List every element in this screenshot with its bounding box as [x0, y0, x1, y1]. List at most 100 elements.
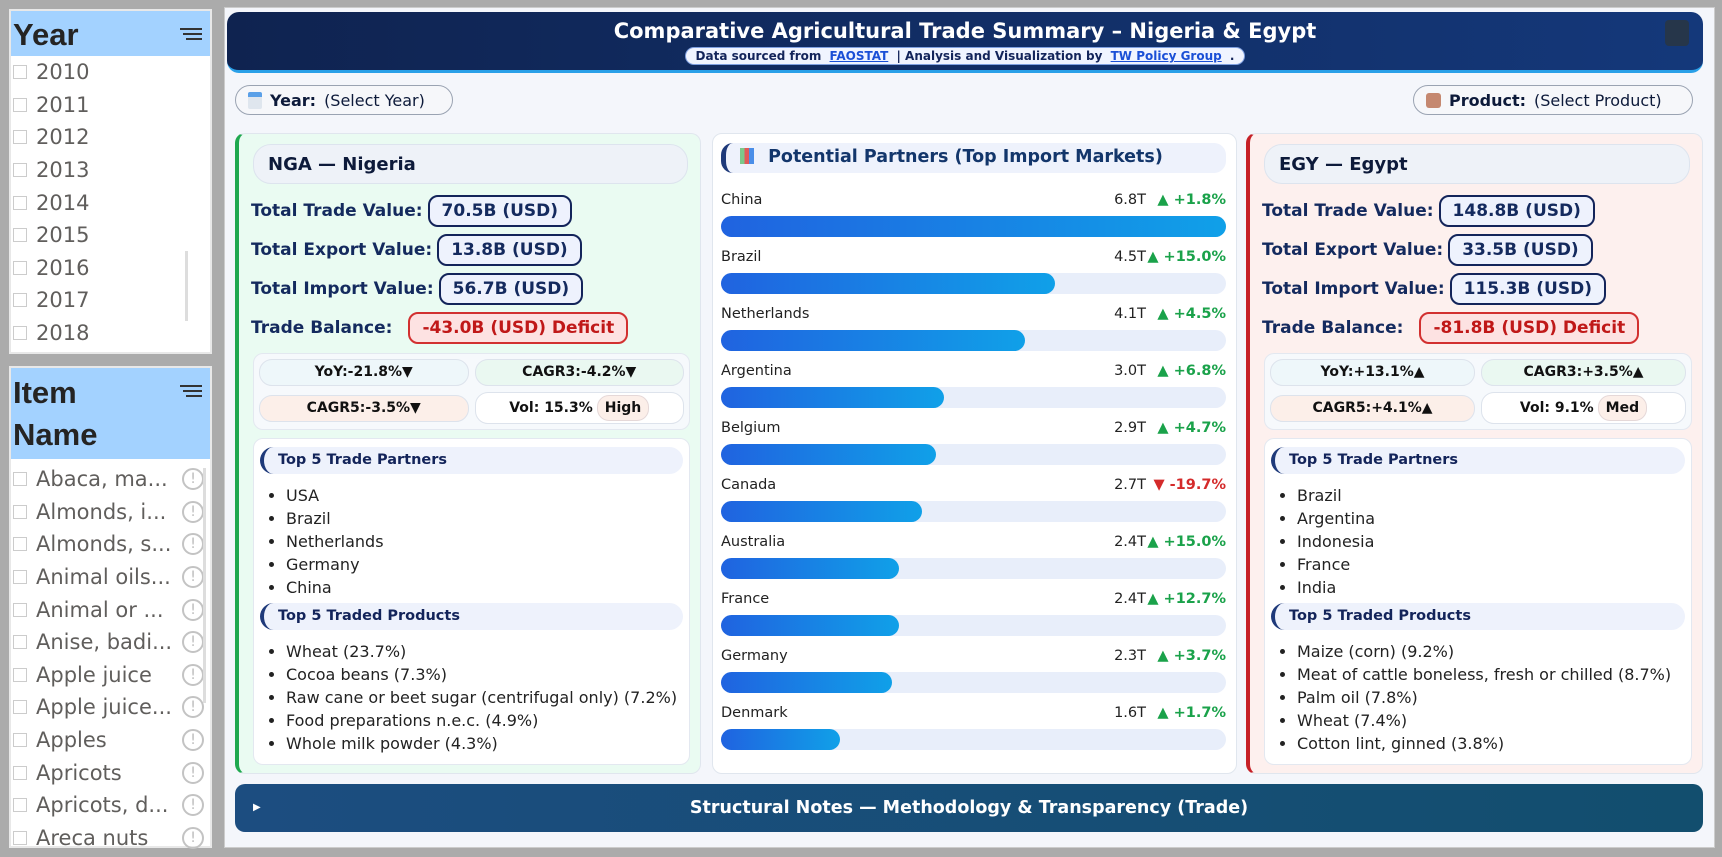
checkbox[interactable]: [13, 700, 27, 715]
info-warning-icon[interactable]: !: [182, 566, 204, 589]
checkbox[interactable]: [13, 472, 27, 487]
slicer-item[interactable]: 2016: [11, 252, 210, 285]
slicer-item[interactable]: Anise, badi...!: [11, 626, 210, 659]
checkbox[interactable]: [13, 326, 27, 341]
top-partners-heading: Top 5 Trade Partners: [1271, 447, 1685, 474]
info-warning-icon[interactable]: !: [182, 794, 204, 817]
slicer-item[interactable]: Apples!: [11, 724, 210, 757]
slicer-item[interactable]: 2013: [11, 154, 210, 187]
checkbox[interactable]: [13, 570, 27, 585]
slicer-item[interactable]: Areca nuts!: [11, 822, 210, 855]
checkbox[interactable]: [13, 765, 27, 780]
info-warning-icon[interactable]: !: [182, 663, 204, 686]
partner-name: Belgium: [721, 420, 781, 436]
total-export-row: Total Export Value: 13.8B (USD): [251, 233, 700, 266]
list-item: Brazil: [1297, 484, 1685, 507]
trade-balance-label: Trade Balance:: [251, 317, 393, 338]
faostat-link[interactable]: FAOSTAT: [829, 49, 889, 63]
slicer-item[interactable]: Almonds, i...!: [11, 496, 210, 529]
list-item: Cotton lint, ginned (3.8%): [1297, 732, 1685, 755]
year-list: 2010 2011 2012 2013 2014 2015 2016 2017 2018: [11, 56, 210, 349]
slicer-menu-icon[interactable]: [180, 25, 202, 43]
info-warning-icon[interactable]: !: [182, 500, 204, 523]
info-warning-icon[interactable]: !: [182, 826, 204, 849]
partner-change: ▲ +4.7%: [1157, 420, 1226, 436]
product-filter-label: Product:: [1449, 90, 1526, 110]
partner-row: Germany 2.3T ▲ +3.7%: [721, 648, 1226, 705]
slicer-item[interactable]: Apple juice...!: [11, 691, 210, 724]
slicer-menu-icon[interactable]: [180, 382, 202, 400]
checkbox[interactable]: [13, 798, 27, 813]
total-import-value: 115.3B (USD): [1449, 272, 1606, 305]
year-slicer: Year 2010 2011 2012 2013 2014 2015 2016 2017 201…: [9, 9, 212, 354]
slicer-item[interactable]: 2010: [11, 56, 210, 89]
slicer-item[interactable]: Animal oils...!: [11, 561, 210, 594]
slicer-item[interactable]: Abaca, ma...!: [11, 463, 210, 496]
checkbox[interactable]: [13, 537, 27, 552]
slicer-item[interactable]: 2012: [11, 121, 210, 154]
checkbox[interactable]: [13, 228, 27, 243]
checkbox[interactable]: [13, 130, 27, 145]
slicer-item-label: 2014: [36, 190, 90, 215]
top-products-list: Maize (corn) (9.2%)Meat of cattle bonele…: [1297, 640, 1685, 755]
list-item: Germany: [286, 553, 683, 576]
total-export-value: 13.8B (USD): [437, 233, 582, 266]
top-products-list: Wheat (23.7%)Cocoa beans (7.3%)Raw cane …: [286, 640, 683, 755]
year-filter-value: (Select Year): [324, 90, 425, 110]
vol-value: 15.3%: [544, 400, 593, 416]
checkbox[interactable]: [13, 830, 27, 845]
checkbox[interactable]: [13, 260, 27, 275]
checkbox[interactable]: [13, 733, 27, 748]
year-filter-button[interactable]: Year: (Select Year): [235, 85, 453, 115]
partner-change: ▼ -19.7%: [1153, 477, 1226, 493]
info-warning-icon[interactable]: !: [182, 761, 204, 784]
total-import-row: Total Import Value: 115.3B (USD): [1262, 272, 1702, 305]
info-warning-icon[interactable]: !: [182, 729, 204, 752]
slicer-item[interactable]: 2011: [11, 89, 210, 122]
slicer-item[interactable]: Animal or ...!: [11, 593, 210, 626]
checkbox[interactable]: [13, 504, 27, 519]
slicer-item[interactable]: Almonds, s...!: [11, 528, 210, 561]
source-note: Data sourced from FAOSTAT | Analysis and…: [684, 47, 1246, 65]
slicer-item[interactable]: Apricots, d...!: [11, 789, 210, 822]
logo-icon: [1665, 20, 1689, 46]
checkbox[interactable]: [13, 635, 27, 650]
tw-policy-link[interactable]: TW Policy Group: [1110, 49, 1222, 63]
scrollbar[interactable]: [185, 251, 188, 321]
info-warning-icon[interactable]: !: [182, 696, 204, 719]
slicer-item[interactable]: 2017: [11, 284, 210, 317]
partner-change: ▲ +1.8%: [1157, 192, 1226, 208]
checkbox[interactable]: [13, 97, 27, 112]
info-warning-icon[interactable]: !: [182, 533, 204, 556]
checkbox[interactable]: [13, 293, 27, 308]
slicer-item[interactable]: Apple juice!: [11, 659, 210, 692]
checkbox[interactable]: [13, 195, 27, 210]
product-filter-button[interactable]: Product: (Select Product): [1413, 85, 1693, 115]
partners-products-box: Top 5 Trade Partners BrazilArgentinaIndo…: [1264, 438, 1692, 765]
scrollbar[interactable]: [203, 468, 206, 703]
total-export-label: Total Export Value:: [1262, 239, 1444, 260]
total-trade-label: Total Trade Value:: [251, 200, 423, 221]
structural-notes-toggle[interactable]: ▶ Structural Notes — Methodology & Trans…: [235, 784, 1703, 832]
expand-triangle-icon: ▶: [253, 802, 261, 813]
slicer-item[interactable]: 2015: [11, 219, 210, 252]
top-products-heading: Top 5 Traded Products: [1271, 603, 1685, 630]
slicer-item[interactable]: Apricots!: [11, 756, 210, 789]
dashboard-panel: Comparative Agricultural Trade Summary –…: [224, 7, 1715, 848]
info-warning-icon[interactable]: !: [182, 598, 204, 621]
partner-bar: [721, 273, 1056, 294]
package-icon: [1426, 92, 1441, 108]
info-warning-icon[interactable]: !: [182, 631, 204, 654]
partner-name: Australia: [721, 534, 786, 550]
slicer-item[interactable]: 2014: [11, 186, 210, 219]
checkbox[interactable]: [13, 65, 27, 80]
checkbox[interactable]: [13, 163, 27, 178]
checkbox[interactable]: [13, 667, 27, 682]
slicer-item-label: Areca nuts: [36, 825, 149, 850]
slicer-item-label: 2017: [36, 288, 90, 313]
total-export-value: 33.5B (USD): [1448, 233, 1593, 266]
checkbox[interactable]: [13, 602, 27, 617]
slicer-item[interactable]: 2018: [11, 317, 210, 350]
info-warning-icon[interactable]: !: [182, 468, 204, 491]
partner-bar: [721, 216, 1226, 237]
